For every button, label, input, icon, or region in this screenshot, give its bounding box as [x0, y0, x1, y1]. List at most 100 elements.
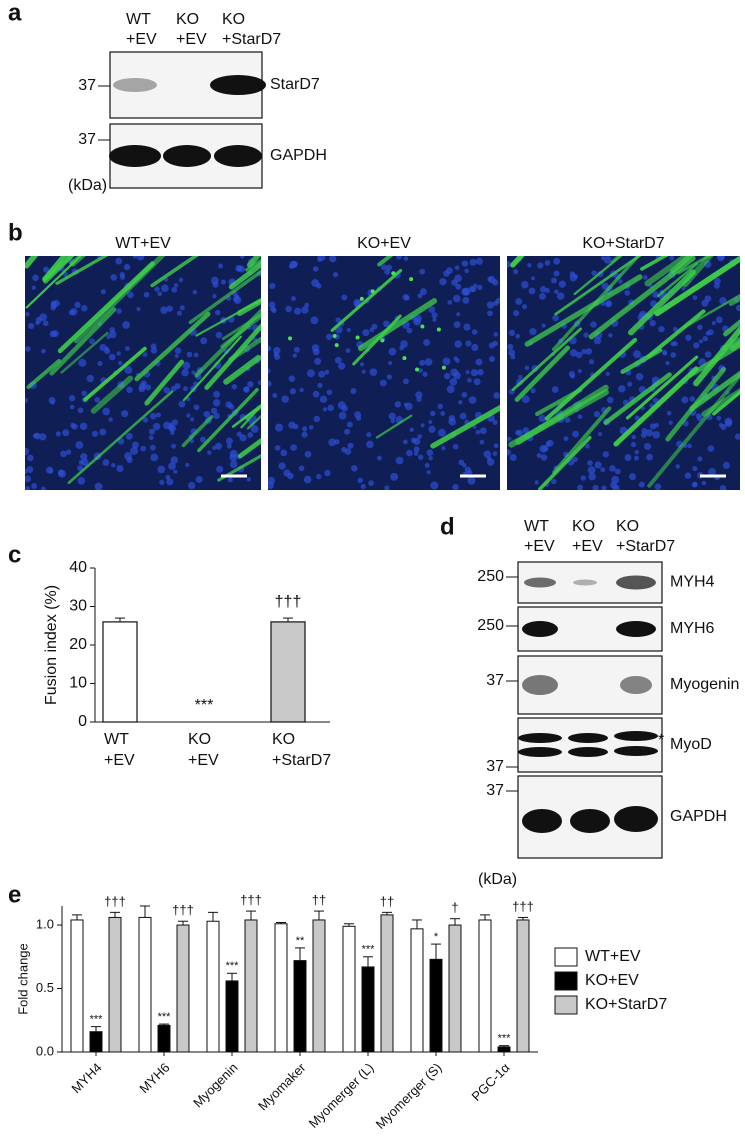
nucleus	[171, 443, 177, 449]
nucleus	[179, 305, 185, 311]
nucleus	[86, 374, 94, 383]
x-tick-label: Myomaker	[255, 1059, 309, 1113]
nucleus	[605, 301, 612, 307]
nucleus	[240, 256, 245, 259]
nucleus	[486, 458, 495, 466]
bar	[70, 919, 84, 1053]
nucleus	[486, 301, 495, 309]
nucleus	[428, 456, 433, 461]
blot-band	[568, 747, 608, 757]
nucleus	[403, 256, 409, 261]
nucleus	[186, 351, 193, 358]
nucleus	[186, 413, 191, 418]
myotube	[554, 256, 642, 316]
nucleus	[239, 434, 247, 442]
nucleus	[413, 451, 419, 456]
nucleus	[293, 423, 299, 430]
blot-note: *	[658, 732, 664, 749]
nucleus	[630, 441, 637, 448]
nucleus	[168, 462, 176, 470]
lane-label: KO	[222, 11, 245, 28]
myotube	[134, 311, 211, 382]
myotube	[237, 437, 261, 459]
nucleus	[583, 332, 589, 338]
nucleus	[459, 412, 467, 420]
blot-band	[614, 731, 658, 741]
nucleus	[25, 346, 31, 352]
nucleus	[119, 271, 125, 278]
nucleus	[705, 331, 711, 336]
nucleus	[60, 450, 67, 458]
nucleus	[491, 279, 499, 286]
nucleus	[149, 444, 156, 451]
y-tick-label: 20	[69, 636, 87, 653]
nucleus	[74, 301, 81, 309]
significance: ††	[312, 893, 326, 908]
myotube	[538, 435, 592, 490]
nucleus	[454, 340, 462, 348]
nucleus	[317, 257, 322, 262]
nucleus	[214, 442, 222, 450]
myotube	[150, 256, 199, 288]
myotube	[197, 387, 259, 453]
nucleus	[50, 300, 57, 307]
nucleus	[715, 316, 723, 324]
nucleus	[453, 371, 461, 380]
myotube	[144, 359, 184, 406]
nucleus	[275, 423, 284, 432]
nucleus	[335, 317, 341, 323]
nucleus	[109, 327, 115, 333]
nucleus	[570, 373, 576, 379]
myotube	[49, 307, 117, 376]
nucleus	[353, 299, 361, 306]
nucleus	[449, 378, 458, 386]
nucleus	[538, 414, 546, 423]
nucleus	[173, 283, 179, 288]
nucleus	[461, 260, 469, 267]
blot-label: GAPDH	[270, 147, 327, 164]
nucleus	[581, 348, 587, 355]
myotube	[552, 406, 612, 475]
nucleus	[268, 345, 272, 352]
nucleus	[326, 389, 333, 396]
blot-band	[614, 806, 658, 832]
nucleus	[152, 422, 161, 431]
nucleus	[722, 461, 730, 469]
nucleus	[531, 276, 536, 281]
nucleus	[268, 481, 274, 490]
nucleus	[228, 403, 235, 410]
myotube	[67, 390, 174, 485]
nucleus	[122, 321, 130, 329]
significance: †††	[275, 593, 302, 610]
nucleus	[463, 323, 471, 331]
bar	[497, 1046, 511, 1053]
myotube	[223, 354, 261, 385]
bar	[108, 916, 122, 1053]
myotube	[573, 256, 623, 296]
lane-label: WT	[524, 518, 549, 535]
nucleus	[422, 371, 428, 377]
green-spot	[380, 338, 385, 343]
nucleus	[384, 268, 391, 275]
nucleus	[25, 486, 31, 490]
nucleus	[471, 329, 478, 335]
blot-label: MYH4	[670, 574, 715, 591]
lane-label: WT	[126, 11, 151, 28]
nucleus	[395, 456, 404, 465]
nucleus	[670, 352, 677, 358]
blot-band	[524, 577, 556, 588]
kda-unit: (kDa)	[478, 871, 517, 888]
green-spot	[402, 356, 407, 361]
nucleus	[149, 412, 157, 420]
nucleus	[569, 349, 578, 357]
nucleus	[416, 396, 422, 402]
nucleus	[689, 396, 695, 402]
nucleus	[157, 465, 166, 474]
nucleus	[419, 288, 427, 296]
nucleus	[454, 265, 460, 271]
myotube	[524, 274, 643, 347]
blot-label: Myogenin	[670, 676, 739, 693]
nucleus	[280, 449, 288, 457]
nucleus	[424, 462, 430, 468]
nucleus	[157, 291, 163, 297]
